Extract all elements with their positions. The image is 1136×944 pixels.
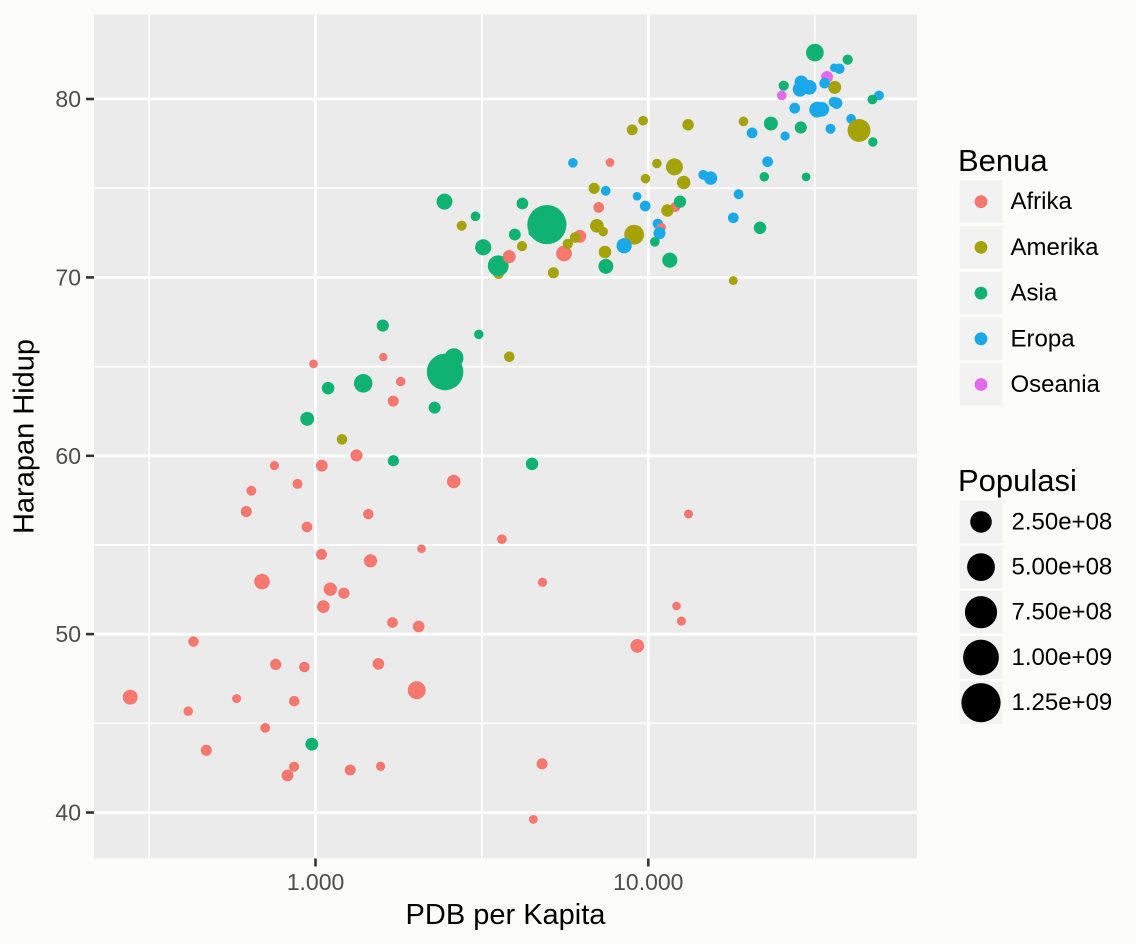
svg-text:50: 50 <box>55 621 81 647</box>
svg-text:2.50e+08: 2.50e+08 <box>1012 508 1113 535</box>
svg-text:70: 70 <box>55 264 81 290</box>
svg-text:Oseania: Oseania <box>1011 371 1101 398</box>
svg-text:Afrika: Afrika <box>1011 188 1073 215</box>
svg-text:80: 80 <box>55 86 81 112</box>
svg-text:Benua: Benua <box>958 143 1048 178</box>
svg-text:40: 40 <box>55 800 81 826</box>
svg-text:Eropa: Eropa <box>1011 325 1076 352</box>
svg-text:1.25e+09: 1.25e+09 <box>1012 689 1113 716</box>
svg-text:1.000: 1.000 <box>287 869 345 895</box>
svg-text:Asia: Asia <box>1011 280 1058 307</box>
svg-text:Harapan Hidup: Harapan Hidup <box>9 339 41 534</box>
svg-text:Populasi: Populasi <box>958 463 1077 498</box>
svg-text:10.000: 10.000 <box>613 869 683 895</box>
svg-text:7.50e+08: 7.50e+08 <box>1012 599 1113 626</box>
svg-text:PDB per Kapita: PDB per Kapita <box>406 899 607 931</box>
svg-text:Amerika: Amerika <box>1011 234 1100 261</box>
svg-text:60: 60 <box>55 443 81 469</box>
svg-text:1.00e+09: 1.00e+09 <box>1012 644 1113 671</box>
svg-text:5.00e+08: 5.00e+08 <box>1012 554 1113 581</box>
